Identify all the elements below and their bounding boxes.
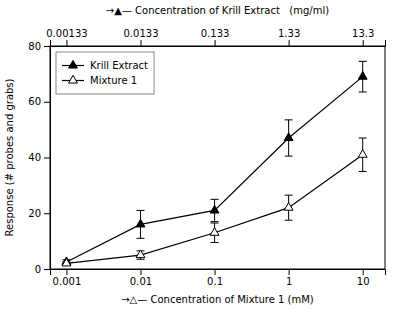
error-bar xyxy=(211,199,219,221)
tick-mark xyxy=(289,40,290,46)
tick-mark xyxy=(363,269,364,275)
point xyxy=(284,133,293,141)
tick-mark xyxy=(215,269,216,275)
series-line xyxy=(66,155,362,264)
tick-label: 20 xyxy=(28,208,41,219)
tick-mark xyxy=(44,213,50,214)
tick-label: 40 xyxy=(28,152,41,163)
tick-label: 10 xyxy=(357,276,370,287)
tick-mark xyxy=(44,102,50,103)
tick: 20 xyxy=(28,208,50,219)
error-bar xyxy=(211,223,219,243)
legend: Krill Extract Mixture 1 xyxy=(56,52,154,94)
tick-label: 0.1 xyxy=(207,276,223,287)
tick-label: 1 xyxy=(286,276,292,287)
point xyxy=(210,205,219,213)
x-axis-title: →△— Concentration of Mixture 1 (mM) xyxy=(121,294,314,305)
legend-item: Krill Extract xyxy=(62,60,148,71)
point xyxy=(62,258,71,266)
tick-label: 0.0133 xyxy=(123,28,158,39)
plot: 0.001 0.01 0.1 1 10 0.00133 0.0133 0.133 1.33 13.… xyxy=(28,28,385,287)
error-bar xyxy=(359,61,367,92)
tick: 1.33 xyxy=(278,28,300,46)
tick-label: 0.133 xyxy=(201,28,230,39)
point xyxy=(358,150,367,158)
legend-marker xyxy=(69,60,78,68)
error-bar xyxy=(285,195,293,220)
tick-label: 0 xyxy=(35,264,41,275)
tick: 60 xyxy=(28,96,50,107)
legend-box xyxy=(56,52,154,94)
legend-marker xyxy=(69,75,78,83)
tick-mark xyxy=(363,40,364,46)
error-bar xyxy=(136,210,144,238)
tick: 40 xyxy=(28,152,50,163)
tick: 0 xyxy=(35,264,50,275)
tick-mark xyxy=(289,269,290,275)
point xyxy=(284,203,293,211)
tick-mark xyxy=(215,40,216,46)
tick-mark xyxy=(44,46,50,47)
point xyxy=(136,250,145,258)
tick-mark xyxy=(44,269,50,270)
tick: 0.133 xyxy=(201,28,230,46)
tick: 10 xyxy=(357,269,370,287)
tick-label: 0.01 xyxy=(130,276,152,287)
legend-label: Mixture 1 xyxy=(90,75,137,86)
tick: 0.001 xyxy=(53,269,82,287)
error-bar xyxy=(359,138,367,171)
tick-label: 0.001 xyxy=(53,276,82,287)
error-bar xyxy=(285,120,293,156)
tick: 13.3 xyxy=(352,28,374,46)
point xyxy=(210,228,219,236)
axis-line xyxy=(51,270,386,276)
tick-mark xyxy=(44,158,50,159)
tick-label: 13.3 xyxy=(352,28,374,39)
series-line xyxy=(66,77,362,262)
point xyxy=(358,72,367,80)
tick-label: 80 xyxy=(28,41,41,52)
x2-axis-title: →▲— Concentration of Krill Extract (mg/m… xyxy=(106,5,329,16)
y-axis-title: Response (# probes and grabs) xyxy=(4,78,15,236)
tick-mark xyxy=(66,40,67,46)
tick-mark xyxy=(140,269,141,275)
tick: 1 xyxy=(286,269,292,287)
tick-mark xyxy=(66,269,67,275)
x-axis: 0.001 0.01 0.1 1 10 xyxy=(51,269,386,287)
tick: 80 xyxy=(28,41,50,52)
plot-frame xyxy=(50,46,385,269)
tick-mark xyxy=(140,40,141,46)
series xyxy=(62,138,367,266)
point xyxy=(136,219,145,227)
tick: 0.0133 xyxy=(123,28,158,46)
x2-axis: 0.00133 0.0133 0.133 1.33 13.3 xyxy=(46,28,385,47)
legend-item: Mixture 1 xyxy=(62,75,137,86)
y-axis: 0 20 40 60 80 xyxy=(28,41,50,275)
tick: 0.1 xyxy=(207,269,223,287)
tick: 0.00133 xyxy=(46,28,87,46)
tick: 0.01 xyxy=(130,269,152,287)
error-bar xyxy=(136,251,144,259)
tick-label: 0.00133 xyxy=(46,28,87,39)
tick-label: 60 xyxy=(28,96,41,107)
legend-label: Krill Extract xyxy=(90,60,148,71)
tick-label: 1.33 xyxy=(278,28,300,39)
chart: 0.001 0.01 0.1 1 10 0.00133 0.0133 0.133 1.33 13.… xyxy=(0,0,401,309)
